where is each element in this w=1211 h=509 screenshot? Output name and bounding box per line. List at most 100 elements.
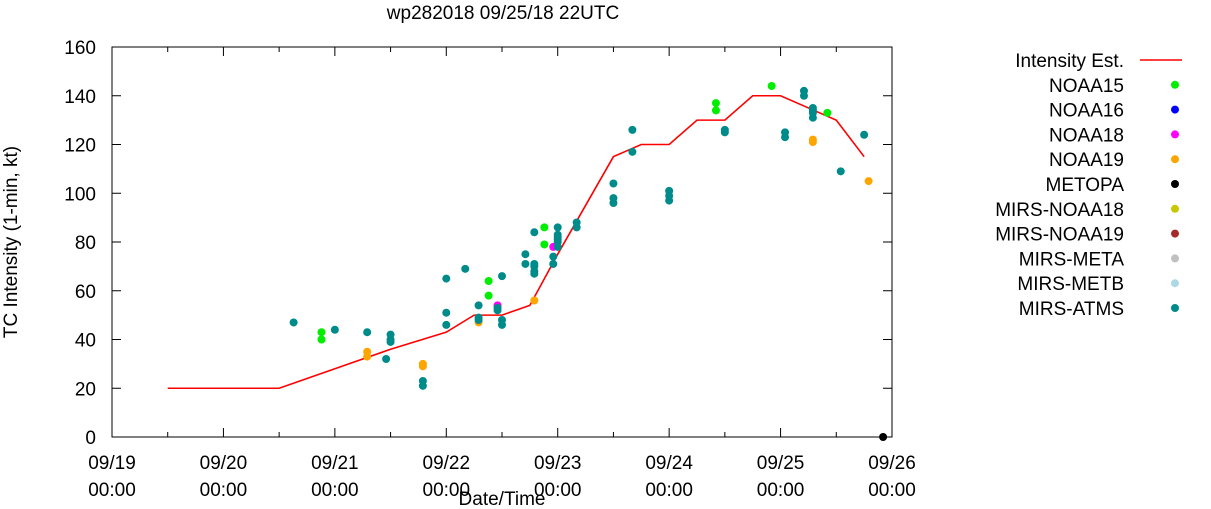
legend: Intensity Est. NOAA15 NOAA16 NOAA18 NOAA19 ME… [995,51,1182,320]
x-tick-label-time: 00:00 [311,480,359,501]
mirs-atms-point [799,91,808,100]
mirs-atms-point [521,250,530,259]
noaa15-point [484,291,493,300]
x-tick-label-time: 00:00 [200,480,248,501]
mirs-atms-point [418,381,427,390]
y-axis-label: TC Intensity (1-min, kt) [1,146,22,338]
legend-swatch-mirs-noaa18 [1171,204,1179,213]
legend-swatch-metopa [1171,180,1179,188]
noaa15-point [823,108,832,117]
mirs-atms-point [530,228,539,237]
mirs-atms-point [363,328,372,337]
mirs-atms-point [572,223,581,232]
x-tick-label-time: 00:00 [423,480,471,501]
mirs-atms-point [628,147,637,156]
mirs-atms-point [553,242,562,251]
mirs-atms-point [382,355,391,363]
y-tick-label: 100 [64,184,96,205]
mirs-atms-point [720,128,729,137]
legend-swatch-noaa18 [1171,130,1179,139]
x-tick-label-time: 00:00 [88,480,136,501]
y-tick-label: 0 [85,428,96,449]
x-tick-label-date: 09/20 [200,453,248,474]
mirs-atms-point [442,274,451,283]
x-tick-label-date: 09/25 [757,453,805,474]
legend-label-noaa15: NOAA15 [1049,76,1124,97]
y-tick-label: 60 [75,282,96,303]
mirs-atms-point [442,308,451,317]
noaa19-point [530,296,539,305]
mirs-atms-point [521,259,530,268]
x-tick-label-date: 09/26 [868,453,916,474]
noaa19-point [808,138,817,147]
chart-title: wp282018 09/25/18 22UTC [386,3,619,24]
noaa15-point [484,277,493,285]
x-tick-label-date: 09/22 [423,453,471,474]
mirs-atms-point [609,199,618,207]
mirs-atms-point [860,130,869,139]
legend-swatch-mirs-atms [1171,304,1179,312]
x-tick-label-time: 00:00 [534,480,582,501]
mirs-atms-point [530,269,539,278]
x-tick-label-date: 09/24 [645,453,693,474]
noaa19-point [864,177,873,186]
noaa15-point [540,223,549,232]
noaa19-point [418,362,427,371]
noaa19-point [363,352,372,361]
mirs-atms-point [461,264,470,273]
legend-label-mirs-noaa19: MIRS-NOAA19 [995,225,1124,246]
x-tick-label-date: 09/19 [88,453,136,474]
legend-swatch-mirs-noaa19 [1171,229,1179,238]
y-tick-label: 40 [75,331,96,352]
legend-label-mirs-metb: MIRS-METB [1017,274,1124,295]
legend-label-noaa16: NOAA16 [1049,101,1124,122]
mirs-atms-point [628,125,637,134]
legend-label-mirs-noaa18: MIRS-NOAA18 [995,200,1124,221]
y-axis: 0 20 40 60 80 100 120 140 160 [64,38,892,449]
noaa15-point [317,335,326,344]
x-tick-label-time: 00:00 [645,480,693,501]
legend-swatch-noaa16 [1171,105,1179,114]
x-tick-label-time: 00:00 [868,480,916,501]
series-layer [167,82,888,441]
legend-label-noaa19: NOAA19 [1049,150,1124,171]
noaa15-point [317,328,326,337]
metopa-point [879,433,888,441]
mirs-atms-point [474,316,483,324]
mirs-atms-point [474,301,483,310]
noaa15-point [711,106,720,115]
legend-swatch-mirs-metb [1171,279,1179,288]
noaa15-point [711,99,720,108]
intensity-est--line [167,94,865,390]
mirs-atms-point [498,272,506,281]
plot-area-frame [111,46,893,438]
noaa15-point [540,240,549,249]
legend-swatch-mirs-meta [1171,254,1179,263]
mirs-atms-point [442,320,451,329]
x-axis: 09/19 00:00 09/20 00:00 09/21 00:00 09/22 00:00… [88,47,916,501]
legend-swatch-noaa15 [1171,80,1179,89]
legend-label-noaa18: NOAA18 [1049,125,1124,146]
mirs-atms-point [836,167,845,176]
mirs-atms-point [493,306,502,315]
x-tick-label-date: 09/21 [311,453,359,474]
mirs-atms-point [386,337,395,346]
mirs-atms-point [808,113,817,122]
mirs-atms-point [330,325,339,334]
x-tick-label-date: 09/23 [534,453,582,474]
x-tick-label-time: 00:00 [757,480,805,501]
mirs-atms-point [781,133,790,142]
noaa15-point [767,82,776,90]
mirs-atms-point [609,179,618,188]
legend-label-mirs-atms: MIRS-ATMS [1019,299,1124,320]
mirs-atms-point [549,259,558,268]
mirs-atms-point [665,196,674,205]
y-tick-label: 160 [64,38,96,59]
x-axis-label: Date/Time [459,489,546,509]
mirs-atms-point [498,320,506,329]
y-tick-label: 140 [64,87,96,108]
mirs-atms-point [289,318,298,327]
y-tick-label: 20 [75,379,96,400]
legend-label-metopa: METOPA [1046,175,1125,196]
